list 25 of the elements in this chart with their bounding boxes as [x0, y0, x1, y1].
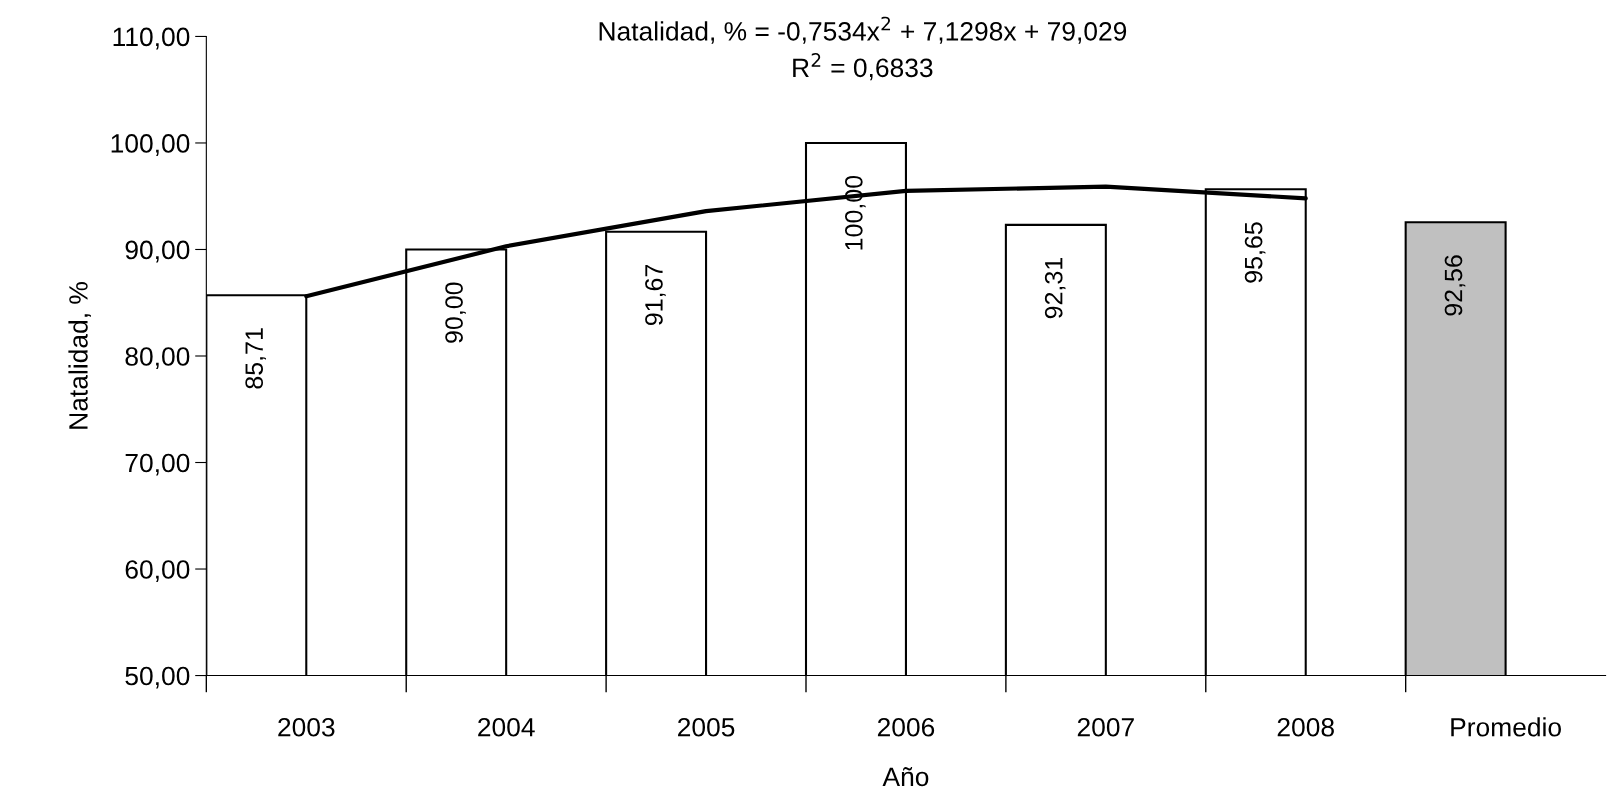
data-label: 85,71	[245, 328, 266, 389]
annotation: Natalidad, % = -0,7534x$^{2}$ + 7,1298x + 79,029	[599, 16, 1127, 44]
x-tick-label: 2008	[1277, 717, 1334, 737]
x-tick-label: 2003	[278, 717, 335, 737]
annotation: R$^{2}$ = 0,6833	[793, 53, 933, 81]
data-label: 95,65	[1244, 222, 1266, 283]
x-axis-title: Año	[882, 767, 929, 787]
data-label: 92,56	[1444, 255, 1466, 316]
data-label: 92,31	[1044, 258, 1066, 319]
y-tick-label: 50,00	[125, 666, 190, 689]
data-label: 91,67	[645, 264, 666, 326]
x-tick-label: 2006	[877, 717, 935, 737]
x-tick-label: Promedio	[1451, 717, 1561, 737]
data-label: 90,00	[445, 282, 466, 343]
x-tick-label: 2007	[1077, 717, 1134, 737]
y-tick-label: 60,00	[125, 560, 190, 582]
x-tick-label: 2004	[478, 717, 535, 737]
y-tick-label: 90,00	[125, 240, 190, 263]
y-tick-label: 100,00	[111, 134, 190, 156]
y-tick-label: 110,00	[113, 27, 190, 50]
y-tick-label: 70,00	[125, 453, 190, 476]
y-tick-label: 80,00	[125, 347, 190, 369]
x-tick-label: 2005	[678, 717, 735, 737]
data-label: 100,00	[844, 175, 866, 250]
y-axis-title: Natalidad, %	[68, 282, 91, 429]
